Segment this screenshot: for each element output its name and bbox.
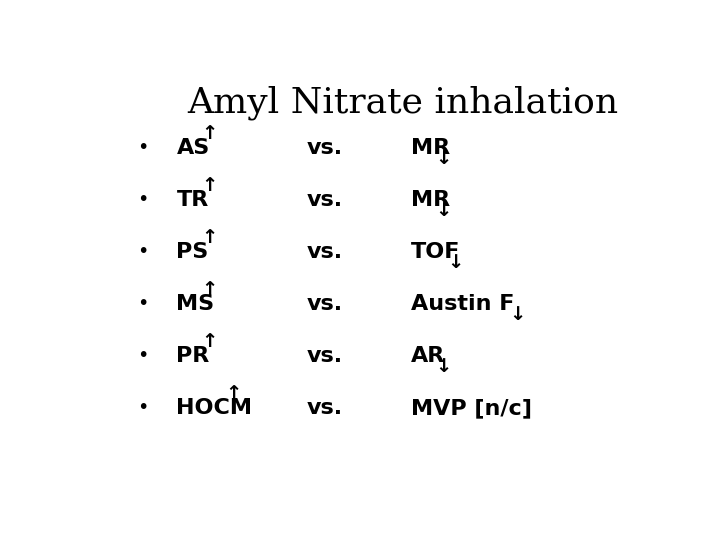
Text: •: • xyxy=(138,399,149,417)
Text: ↑: ↑ xyxy=(201,280,217,299)
Text: ↓: ↓ xyxy=(509,305,526,324)
Text: TR: TR xyxy=(176,190,209,210)
Text: ↑: ↑ xyxy=(201,332,217,351)
Text: AS: AS xyxy=(176,138,210,158)
Text: ↓: ↓ xyxy=(436,357,451,376)
Text: ↑: ↑ xyxy=(201,176,217,195)
Text: vs.: vs. xyxy=(306,346,343,366)
Text: Amyl Nitrate inhalation: Amyl Nitrate inhalation xyxy=(187,85,618,120)
Text: vs.: vs. xyxy=(306,138,343,158)
Text: ↓: ↓ xyxy=(436,149,451,168)
Text: vs.: vs. xyxy=(306,242,343,262)
Text: HOCM: HOCM xyxy=(176,398,253,418)
Text: PR: PR xyxy=(176,346,210,366)
Text: PS: PS xyxy=(176,242,209,262)
Text: Austin F: Austin F xyxy=(411,294,514,314)
Text: ↓: ↓ xyxy=(436,201,451,220)
Text: MR: MR xyxy=(411,138,450,158)
Text: AR: AR xyxy=(411,346,445,366)
Text: •: • xyxy=(138,242,149,261)
Text: MS: MS xyxy=(176,294,215,314)
Text: MR: MR xyxy=(411,190,450,210)
Text: MVP [n/c]: MVP [n/c] xyxy=(411,398,532,418)
Text: ↑: ↑ xyxy=(201,124,217,143)
Text: •: • xyxy=(138,294,149,313)
Text: ↓: ↓ xyxy=(448,253,464,272)
Text: vs.: vs. xyxy=(306,294,343,314)
Text: ↑: ↑ xyxy=(225,384,242,403)
Text: •: • xyxy=(138,191,149,210)
Text: vs.: vs. xyxy=(306,398,343,418)
Text: TOF: TOF xyxy=(411,242,460,262)
Text: vs.: vs. xyxy=(306,190,343,210)
Text: •: • xyxy=(138,138,149,158)
Text: ↑: ↑ xyxy=(201,228,217,247)
Text: •: • xyxy=(138,346,149,366)
